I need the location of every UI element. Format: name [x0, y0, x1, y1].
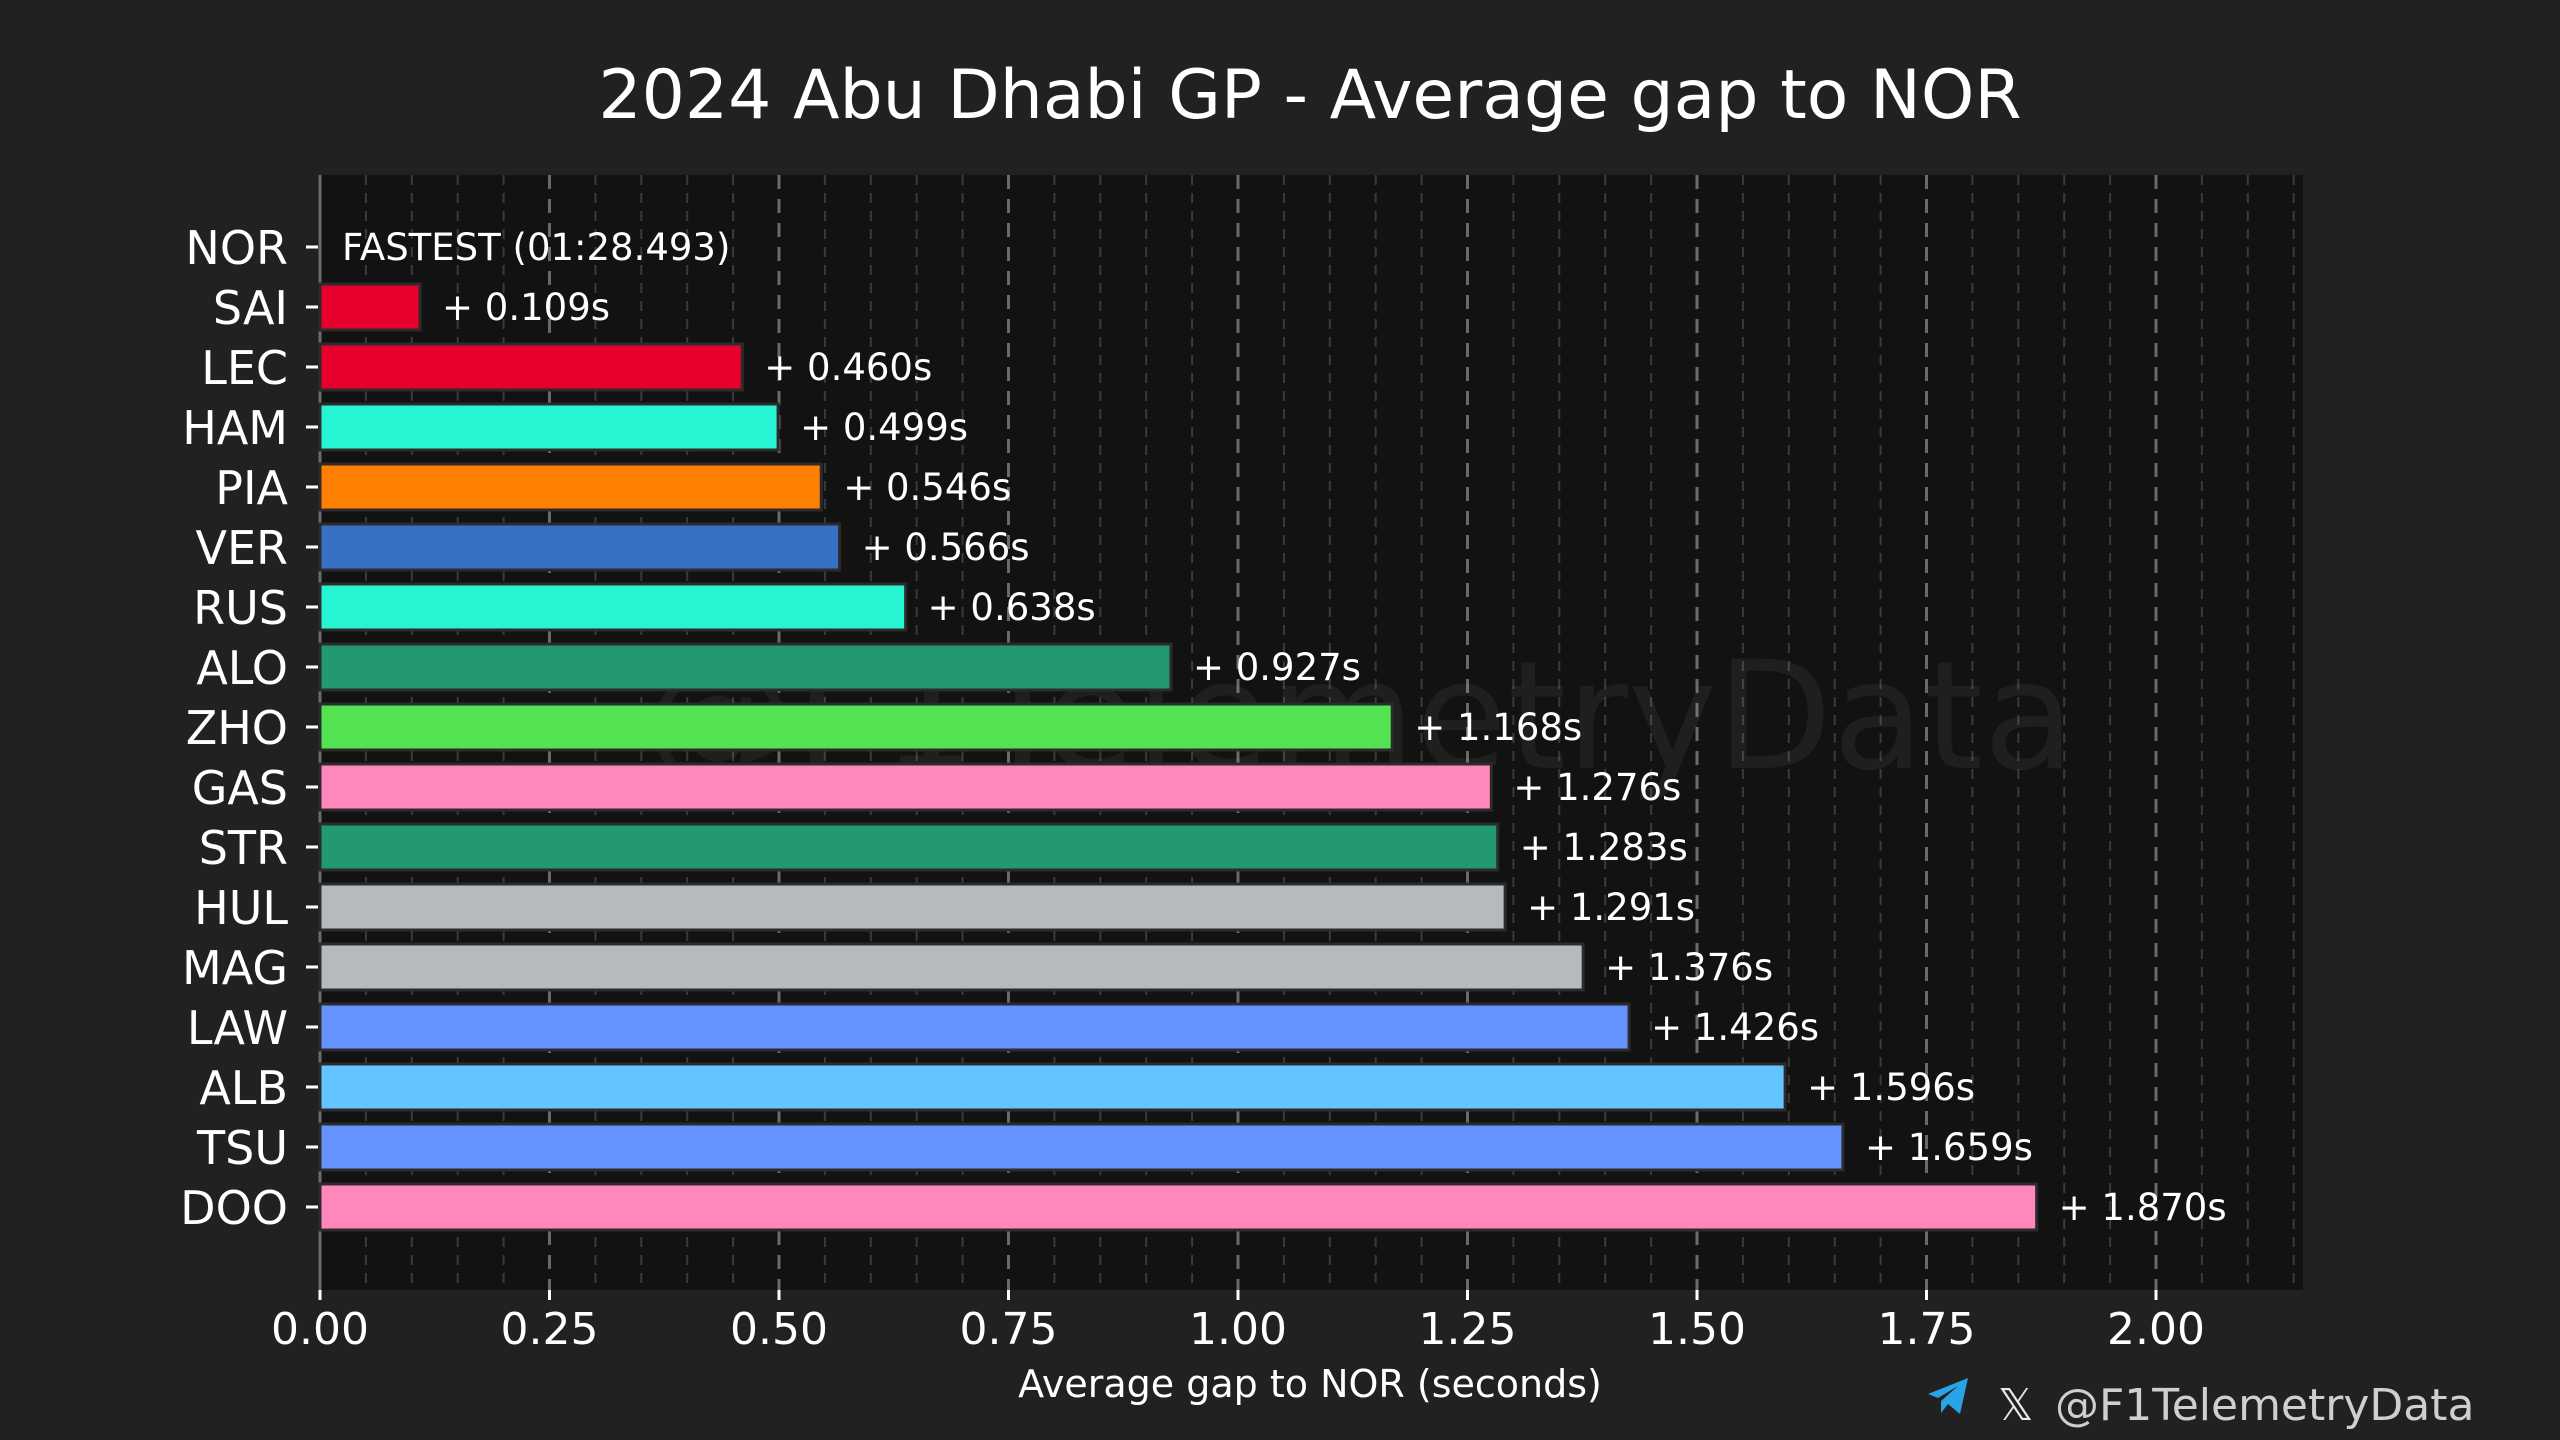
chart-title: 2024 Abu Dhabi GP - Average gap to NOR	[598, 56, 2021, 135]
y-label-sai: SAI	[213, 281, 288, 335]
value-label-zho: + 1.168s	[1414, 706, 1582, 749]
bar-alb	[318, 1062, 1787, 1112]
value-label-tsu: + 1.659s	[1865, 1126, 2033, 1169]
x-tick-label: 0.25	[501, 1304, 599, 1355]
y-label-pia: PIA	[215, 461, 288, 515]
value-label-gas: + 1.276s	[1513, 766, 1681, 809]
value-label-rus: + 0.638s	[928, 586, 1096, 629]
value-label-hul: + 1.291s	[1527, 886, 1695, 929]
value-label-nor: FASTEST (01:28.493)	[342, 226, 730, 269]
x-tick-label: 1.50	[1648, 1304, 1746, 1355]
value-label-pia: + 0.546s	[843, 466, 1011, 509]
value-label-doo: + 1.870s	[2059, 1186, 2227, 1229]
y-label-mag: MAG	[182, 941, 288, 995]
y-axis-labels: NOR SAI LEC HAM PIA VER RUS ALO ZHO GAS STR HUL MAG L…	[180, 221, 318, 1235]
y-label-gas: GAS	[192, 761, 288, 815]
bar-sai	[318, 282, 422, 332]
bar-tsu	[318, 1122, 1845, 1172]
bar-mag	[318, 942, 1585, 992]
y-label-str: STR	[199, 821, 288, 875]
value-label-ham: + 0.499s	[800, 406, 968, 449]
y-label-tsu: TSU	[196, 1121, 288, 1175]
y-label-rus: RUS	[193, 581, 288, 635]
value-label-mag: + 1.376s	[1605, 946, 1773, 989]
x-axis-ticks: 0.00 0.25 0.50 0.75 1.00 1.25 1.50 1.75 2.00	[271, 1290, 2205, 1355]
y-label-zho: ZHO	[186, 701, 288, 755]
value-label-sai: + 0.109s	[442, 286, 610, 329]
value-label-lec: + 0.460s	[764, 346, 932, 389]
bars: FASTEST (01:28.493) + 0.109s + 0.460s + 0.4…	[318, 226, 2227, 1232]
value-label-alo: + 0.927s	[1193, 646, 1361, 689]
y-label-doo: DOO	[180, 1181, 288, 1235]
y-label-alb: ALB	[199, 1061, 288, 1115]
value-label-alb: + 1.596s	[1807, 1066, 1975, 1109]
bar-law	[318, 1002, 1631, 1052]
bar-zho	[318, 702, 1394, 752]
y-label-ver: VER	[196, 521, 289, 575]
x-tick-label: 1.00	[1189, 1304, 1287, 1355]
x-axis-label: Average gap to NOR (seconds)	[1018, 1362, 1602, 1406]
x-tick-label: 0.00	[271, 1304, 369, 1355]
bar-str	[318, 822, 1500, 872]
x-tick-label: 0.75	[960, 1304, 1058, 1355]
y-label-nor: NOR	[185, 221, 288, 275]
y-label-law: LAW	[187, 1001, 288, 1055]
telegram-icon	[1928, 1378, 1968, 1414]
x-icon: 𝕏	[1998, 1380, 2033, 1431]
x-tick-label: 2.00	[2107, 1304, 2205, 1355]
bar-doo	[318, 1182, 2039, 1232]
bar-pia	[318, 462, 823, 512]
bar-gas	[318, 762, 1493, 812]
x-tick-label: 0.50	[730, 1304, 828, 1355]
bar-ver	[318, 522, 842, 572]
value-label-ver: + 0.566s	[862, 526, 1030, 569]
bar-rus	[318, 582, 908, 632]
y-label-ham: HAM	[182, 401, 288, 455]
y-label-hul: HUL	[194, 881, 288, 935]
y-label-alo: ALO	[196, 641, 288, 695]
bar-hul	[318, 882, 1507, 932]
x-tick-label: 1.75	[1878, 1304, 1976, 1355]
bar-lec	[318, 342, 744, 392]
y-label-lec: LEC	[201, 341, 288, 395]
social-handle: @F1TelemetryData	[2055, 1380, 2474, 1431]
x-tick-label: 1.25	[1419, 1304, 1517, 1355]
value-label-law: + 1.426s	[1651, 1006, 1819, 1049]
bar-ham	[318, 402, 780, 452]
bar-alo	[318, 642, 1173, 692]
value-label-str: + 1.283s	[1520, 826, 1688, 869]
